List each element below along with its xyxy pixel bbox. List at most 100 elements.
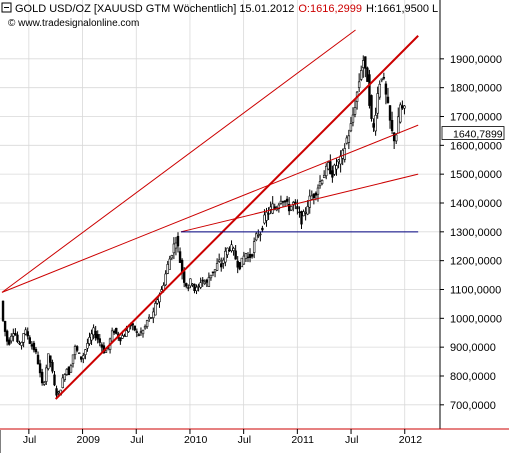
candle-body bbox=[67, 366, 71, 376]
candle bbox=[170, 254, 174, 261]
y-tick-label-2: 900,0000 bbox=[450, 342, 496, 354]
y-tick-label-11: 1800,0000 bbox=[450, 83, 502, 95]
candle bbox=[368, 69, 371, 109]
candle bbox=[42, 380, 46, 386]
candle-body bbox=[215, 263, 219, 271]
candle bbox=[244, 252, 248, 262]
candle-body bbox=[211, 271, 215, 274]
candle bbox=[306, 200, 309, 216]
candle-body bbox=[322, 174, 326, 179]
candle-body bbox=[220, 263, 223, 268]
candle bbox=[390, 111, 394, 135]
candle bbox=[61, 374, 64, 389]
y-tick-label-7: 1400,0000 bbox=[450, 198, 502, 210]
candle-body bbox=[331, 170, 334, 178]
candle-body bbox=[304, 212, 307, 214]
candle bbox=[110, 327, 114, 344]
candle bbox=[403, 105, 406, 115]
candle bbox=[302, 209, 305, 217]
candle bbox=[189, 278, 192, 289]
header-instrument-text: GOLD USD/OZ [XAUUSD GTM Wöchentlich] 15.… bbox=[15, 3, 294, 15]
candle-body bbox=[207, 277, 211, 287]
x-axis: Jul 2009 Jul 2010 Jul 2011 Jul 2012 bbox=[23, 429, 422, 446]
candle-body bbox=[172, 243, 176, 254]
candle-body bbox=[230, 244, 233, 252]
candle-body bbox=[234, 250, 237, 260]
candle bbox=[115, 327, 118, 335]
candle-body bbox=[24, 329, 27, 335]
candle-body bbox=[277, 204, 281, 210]
candle bbox=[67, 366, 71, 376]
candle bbox=[75, 345, 79, 353]
candle-body bbox=[150, 317, 153, 319]
candle bbox=[88, 332, 91, 346]
candle bbox=[395, 133, 398, 145]
candle-body bbox=[154, 303, 157, 316]
candle bbox=[22, 333, 25, 348]
candle-body bbox=[384, 83, 388, 95]
candle bbox=[16, 331, 19, 344]
candle-body bbox=[285, 198, 289, 202]
candle bbox=[320, 179, 324, 186]
candle-body bbox=[18, 342, 21, 345]
candle bbox=[255, 232, 258, 242]
candle-body bbox=[84, 349, 87, 355]
candle-body bbox=[26, 331, 29, 337]
candle-body bbox=[357, 81, 361, 88]
candle-body bbox=[110, 330, 114, 342]
candle bbox=[351, 107, 355, 127]
candle-body bbox=[20, 342, 23, 346]
candle-body bbox=[333, 164, 336, 175]
candle-body bbox=[368, 74, 371, 106]
candle bbox=[203, 279, 206, 286]
candle-body bbox=[316, 187, 320, 195]
candle bbox=[353, 99, 357, 118]
candle-body bbox=[244, 253, 248, 259]
candle-body bbox=[32, 342, 36, 351]
candle-body bbox=[242, 255, 246, 265]
candle-body bbox=[73, 346, 77, 355]
y-tick-label-4: 1100,0000 bbox=[450, 284, 501, 296]
candle-body bbox=[34, 348, 38, 353]
candle-body bbox=[335, 165, 338, 170]
candle-body bbox=[271, 203, 274, 214]
candle-body bbox=[259, 233, 262, 236]
candle bbox=[90, 329, 93, 346]
candle-body bbox=[252, 241, 256, 253]
candle-body bbox=[403, 105, 406, 109]
candle-body bbox=[240, 257, 244, 268]
candle-body bbox=[360, 70, 363, 80]
candle-body bbox=[3, 320, 7, 332]
candle bbox=[220, 257, 223, 272]
candle-body bbox=[40, 371, 44, 384]
candle-body bbox=[302, 211, 305, 217]
candle-body bbox=[388, 105, 392, 121]
candle-body bbox=[47, 353, 50, 369]
candle bbox=[259, 231, 262, 242]
candle bbox=[63, 373, 66, 382]
x-tick-label-3: 2010 bbox=[184, 434, 208, 446]
candle-body bbox=[257, 235, 260, 237]
candle bbox=[257, 229, 260, 239]
candle-body bbox=[71, 354, 75, 365]
candle-body bbox=[147, 316, 151, 320]
candle-body bbox=[353, 107, 357, 115]
candle-body bbox=[182, 271, 186, 283]
candle bbox=[150, 317, 153, 319]
candle-body bbox=[121, 335, 124, 339]
candle bbox=[36, 351, 40, 365]
candle-body bbox=[123, 335, 126, 337]
candle-body bbox=[176, 235, 180, 247]
candle-body bbox=[197, 285, 200, 288]
middle-fan-line bbox=[1, 124, 419, 293]
main-uptrend-line bbox=[54, 35, 419, 400]
candle bbox=[285, 195, 289, 206]
candle bbox=[26, 327, 29, 340]
candle bbox=[347, 129, 351, 150]
candle-body bbox=[90, 333, 93, 341]
candle-body bbox=[82, 355, 85, 359]
candle-body bbox=[267, 213, 270, 215]
candle bbox=[49, 355, 52, 368]
candle-body bbox=[152, 311, 155, 319]
candle bbox=[195, 284, 198, 295]
